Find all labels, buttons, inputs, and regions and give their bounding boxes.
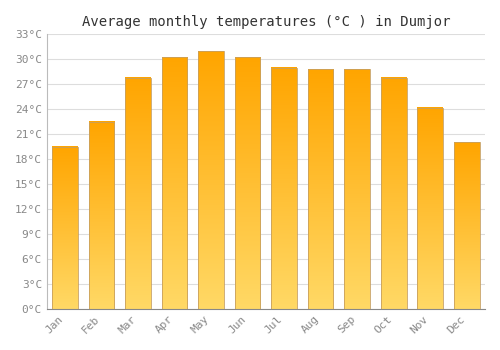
Bar bbox=[162, 57, 188, 309]
Bar bbox=[272, 68, 297, 309]
Bar bbox=[126, 78, 151, 309]
Bar bbox=[454, 142, 479, 309]
Bar bbox=[89, 122, 114, 309]
Bar bbox=[344, 69, 370, 309]
Bar bbox=[52, 147, 78, 309]
Title: Average monthly temperatures (°C ) in Dumjor: Average monthly temperatures (°C ) in Du… bbox=[82, 15, 450, 29]
Bar bbox=[418, 107, 443, 309]
Bar bbox=[235, 57, 260, 309]
Bar bbox=[381, 78, 406, 309]
Bar bbox=[308, 69, 334, 309]
Bar bbox=[198, 51, 224, 309]
